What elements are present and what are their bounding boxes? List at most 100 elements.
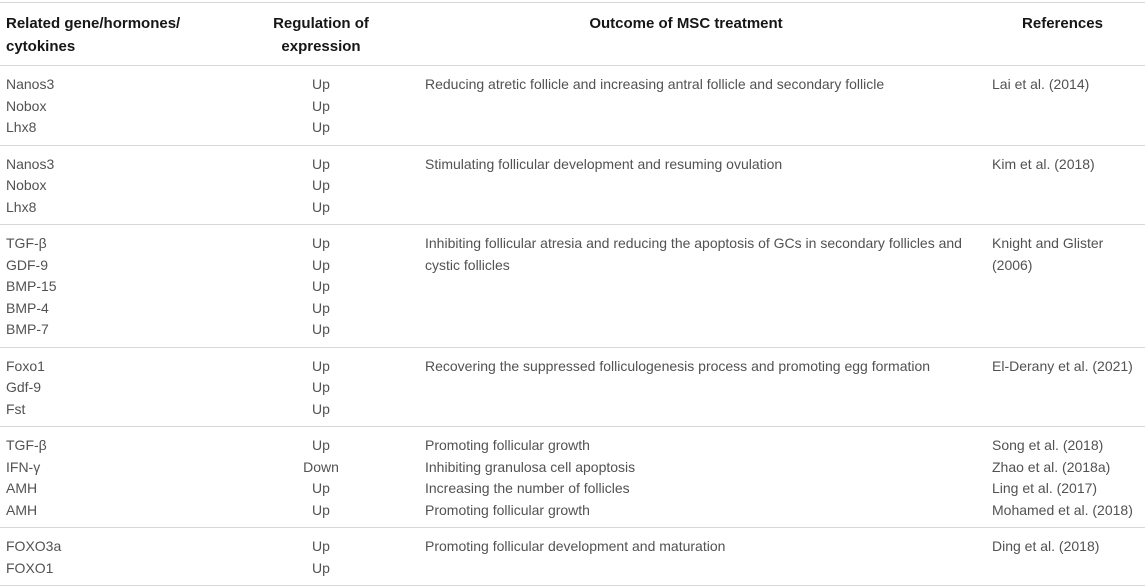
reference-text: Zhao et al. (2018a) — [992, 458, 1111, 475]
table-row: Foxo1 Gdf-9 Fst Up Up Up Recovering the suppre… — [0, 346, 1145, 427]
regulation-value: Up — [312, 76, 330, 92]
outcome-cell: Inhibiting follicular atresia and reduci… — [392, 225, 980, 347]
gene-name: TGF-β — [6, 235, 47, 251]
gene-name: BMP-15 — [6, 278, 57, 294]
reference-text: Lai et al. (2014) — [992, 76, 1090, 92]
regulation-value: Up — [312, 119, 330, 135]
table-row: Nanos3 Nobox Lhx8 Up Up Up Reducing atretic fo… — [0, 65, 1145, 145]
outcome-cell: Reducing atretic follicle and increasing… — [392, 66, 980, 145]
regulation-value: Up — [312, 155, 330, 172]
column-header-regulation-line: expression — [281, 38, 361, 55]
genes-cell: Foxo1 Gdf-9 Fst — [0, 348, 250, 427]
regulation-value: Up — [312, 538, 330, 554]
column-header-genes-line: Related gene/hormones/ — [6, 15, 181, 32]
column-header-regulation-line: Regulation of — [273, 15, 369, 32]
genes-cell: Nanos3 Nobox Lhx8 — [0, 146, 250, 225]
column-header-references: References — [980, 3, 1145, 65]
regulation-cell: Up Up Up — [250, 66, 392, 145]
outcome-text: Promoting follicular growth — [425, 437, 590, 453]
regulation-value: Up — [312, 501, 330, 518]
outcome-text: Stimulating follicular development and r… — [425, 155, 783, 172]
outcome-cell: Stimulating follicular development and r… — [392, 146, 980, 225]
outcome-text: Reducing atretic follicle and increasing… — [425, 76, 885, 92]
reference-text: Kim et al. (2018) — [992, 155, 1095, 172]
references-cell: Song et al. (2018) Zhao et al. (2018a) Lin… — [980, 427, 1145, 527]
gene-name: TGF-β — [6, 437, 47, 453]
gene-name: Foxo1 — [6, 357, 45, 374]
gene-name: BMP-7 — [6, 321, 49, 337]
genes-cell: Nanos3 Nobox Lhx8 — [0, 66, 250, 145]
genes-cell: TGF-β IFN-γ AMH AMH — [0, 427, 250, 527]
table-row: Nanos3 Nobox Lhx8 Up Up Up Stimulating follicu… — [0, 144, 1145, 225]
regulation-value: Up — [312, 198, 330, 215]
references-cell: Kim et al. (2018) — [980, 146, 1145, 225]
gene-name: Gdf-9 — [6, 379, 42, 395]
column-header-outcome-line: Outcome of MSC treatment — [589, 15, 783, 32]
regulation-cell: Up Up — [250, 528, 392, 585]
column-header-references-line: References — [1022, 15, 1103, 32]
references-cell: El-Derany et al. (2021) — [980, 348, 1145, 427]
regulation-cell: Up Up Up — [250, 146, 392, 225]
regulation-value: Up — [312, 400, 330, 417]
reference-text: El-Derany et al. (2021) — [992, 357, 1133, 374]
references-cell: Knight and Glister (2006) — [980, 225, 1145, 347]
outcome-text: Inhibiting follicular atresia and reduci… — [425, 235, 962, 273]
gene-name: Lhx8 — [6, 198, 37, 215]
table-row: TGF-β GDF-9 BMP-15 BMP-4 BMP-7 Up Up Up Up Up Inhi… — [0, 224, 1145, 347]
outcome-cell: Promoting follicular development and mat… — [392, 528, 980, 585]
outcome-cell: Recovering the suppressed folliculogenes… — [392, 348, 980, 427]
table-row: FOXO3a FOXO1 Up Up Promoting follicular deve… — [0, 527, 1145, 586]
gene-name: Nanos3 — [6, 155, 55, 172]
regulation-value: Up — [312, 97, 330, 114]
outcome-text: Inhibiting granulosa cell apoptosis — [425, 458, 636, 475]
outcome-cell: Promoting follicular growth Inhibiting gr… — [392, 427, 980, 527]
regulation-value: Up — [312, 357, 330, 374]
outcome-text: Promoting follicular development and mat… — [425, 538, 726, 554]
gene-name: FOXO1 — [6, 559, 54, 576]
regulation-value: Up — [312, 299, 330, 316]
reference-text: Ding et al. (2018) — [992, 538, 1100, 554]
column-header-outcome: Outcome of MSC treatment — [392, 3, 980, 65]
table-row: TGF-β IFN-γ AMH AMH Up Down Up Up Promoting foll… — [0, 426, 1145, 527]
regulation-value: Up — [312, 379, 330, 395]
gene-name: FOXO3a — [6, 538, 62, 554]
regulation-value: Up — [312, 559, 330, 576]
table-body: Nanos3 Nobox Lhx8 Up Up Up Reducing atretic fo… — [0, 65, 1145, 586]
references-cell: Ding et al. (2018) — [980, 528, 1145, 585]
gene-name: IFN-γ — [6, 458, 41, 475]
gene-name: Nobox — [6, 177, 47, 193]
regulation-cell: Up Up Up Up Up — [250, 225, 392, 347]
regulation-cell: Up Down Up Up — [250, 427, 392, 527]
reference-text: Mohamed et al. (2018) — [992, 501, 1133, 518]
regulation-value: Down — [303, 458, 339, 475]
regulation-value: Up — [312, 235, 330, 251]
genes-cell: FOXO3a FOXO1 — [0, 528, 250, 585]
regulation-value: Up — [312, 437, 330, 453]
gene-name: Nobox — [6, 97, 47, 114]
outcome-text: Recovering the suppressed folliculogenes… — [425, 357, 931, 374]
regulation-cell: Up Up Up — [250, 348, 392, 427]
regulation-value: Up — [312, 278, 330, 294]
regulation-value: Up — [312, 256, 330, 273]
reference-text: Knight and Glister (2006) — [992, 235, 1104, 273]
outcome-text: Increasing the number of follicles — [425, 480, 630, 496]
references-cell: Lai et al. (2014) — [980, 66, 1145, 145]
regulation-value: Up — [312, 480, 330, 496]
gene-name: AMH — [6, 501, 38, 518]
column-header-genes-line: cytokines — [6, 38, 76, 55]
gene-name: BMP-4 — [6, 299, 49, 316]
reference-text: Ling et al. (2017) — [992, 480, 1098, 496]
column-header-regulation: Regulation of expression — [250, 3, 392, 65]
regulation-value: Up — [312, 177, 330, 193]
reference-text: Song et al. (2018) — [992, 437, 1104, 453]
gene-name: AMH — [6, 480, 38, 496]
gene-name: Lhx8 — [6, 119, 37, 135]
column-header-genes: Related gene/hormones/cytokines — [0, 3, 250, 65]
gene-name: Nanos3 — [6, 76, 55, 92]
gene-name: GDF-9 — [6, 256, 48, 273]
genes-cell: TGF-β GDF-9 BMP-15 BMP-4 BMP-7 — [0, 225, 250, 347]
outcome-text: Promoting follicular growth — [425, 501, 590, 518]
table-header-row: Related gene/hormones/cytokines Regulatio… — [0, 2, 1145, 65]
regulation-value: Up — [312, 321, 330, 337]
